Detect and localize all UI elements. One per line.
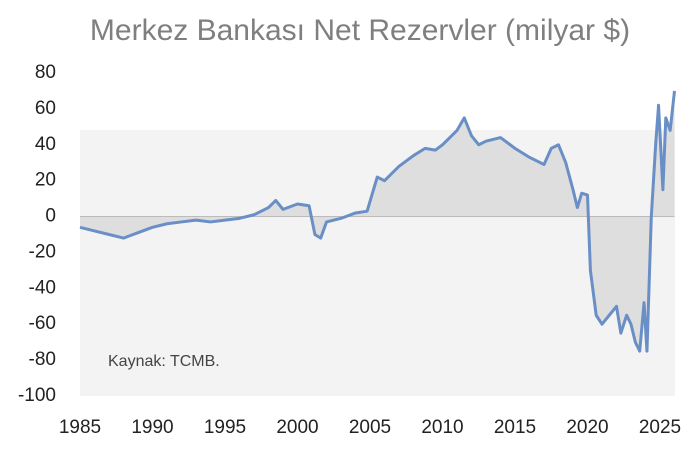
y-tick-label: 60 <box>35 98 56 119</box>
chart-title: Merkez Bankası Net Rezervler (milyar $) <box>90 14 630 47</box>
x-tick-label: 2000 <box>276 417 318 438</box>
x-tick-label: 2010 <box>421 417 463 438</box>
y-tick-label: -80 <box>29 349 56 370</box>
x-tick-label: 2005 <box>349 417 391 438</box>
y-tick-label: 20 <box>35 170 56 191</box>
y-tick-label: 80 <box>35 62 56 83</box>
y-tick-label: 0 <box>45 206 56 227</box>
annotation: Kaynak: TCMB. <box>108 353 220 370</box>
y-tick-label: -60 <box>29 313 56 334</box>
x-tick-label: 2015 <box>494 417 536 438</box>
y-tick-label: -20 <box>29 241 56 262</box>
y-tick-label: -40 <box>29 277 56 298</box>
y-tick-label: -100 <box>18 385 56 406</box>
series-line <box>79 90 676 353</box>
y-tick-label: 40 <box>35 134 56 155</box>
x-tick-label: 2025 <box>639 417 681 438</box>
x-tick-label: 2020 <box>566 417 608 438</box>
x-tick-label: 1985 <box>59 417 101 438</box>
x-tick-label: 1990 <box>131 417 173 438</box>
plot-background <box>80 130 675 396</box>
x-tick-label: 1995 <box>204 417 246 438</box>
